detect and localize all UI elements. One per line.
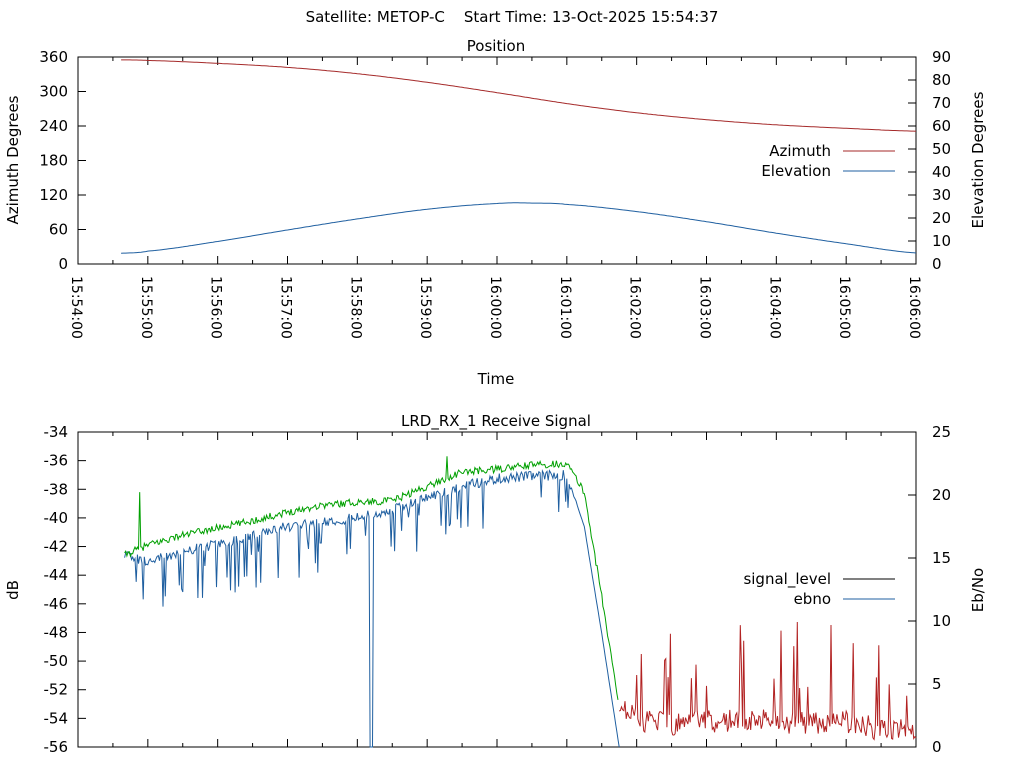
position-y2-tick-label: 70 (932, 94, 951, 112)
position-y-tick-label: 120 (39, 186, 68, 204)
position-y-tick-label: 60 (49, 221, 68, 239)
position-legend-label: Azimuth (769, 142, 831, 160)
signal-y2-tick-label: 10 (932, 612, 951, 630)
signal-y-tick-label: -44 (44, 566, 69, 584)
position-y2-tick-label: 20 (932, 209, 951, 227)
position-chart: Position Azimuth Degrees Elevation Degre… (4, 37, 987, 388)
signal-y-tick-label: -52 (44, 681, 69, 699)
position-x-tick-label: 15:54:00 (68, 276, 84, 339)
position-y-tick-label: 240 (39, 117, 68, 135)
signal-y-tick-label: -38 (44, 480, 69, 498)
position-y2-tick-label: 30 (932, 186, 951, 204)
position-y2-tick-label: 0 (932, 255, 942, 273)
receive-signal-series (124, 456, 917, 748)
position-x-tick-label: 15:56:00 (208, 276, 224, 339)
position-y2-tick-label: 50 (932, 140, 951, 158)
position-x-tick-label: 16:06:00 (906, 276, 922, 339)
signal-y2-tick-label: 5 (932, 675, 942, 693)
position-x-tick-label: 16:01:00 (557, 276, 573, 339)
signal-level-noise-line (619, 621, 917, 741)
position-legend: Azimuth Elevation (761, 142, 895, 180)
signal-y2-tick-label: 15 (932, 549, 951, 567)
position-x-tick-label: 16:03:00 (697, 276, 713, 339)
position-y-axis-label: Azimuth Degrees (4, 95, 22, 224)
position-y2-tick-label: 80 (932, 71, 951, 89)
signal-y2-tick-label: 20 (932, 486, 951, 504)
position-y2-axis-label: Elevation Degrees (969, 91, 987, 228)
position-series (121, 59, 917, 254)
position-series-line-azimuth (121, 59, 917, 132)
position-y2-tick-label: 40 (932, 163, 951, 181)
position-series-line-elevation (121, 202, 917, 254)
receive-signal-axis-ticks: -34 -36 -38 -40 -42 -44 -46 -48 -50 -52 -54 -56 0 5 10… (44, 423, 952, 756)
receive-signal-chart-title: LRD_RX_1 Receive Signal (401, 412, 591, 431)
position-legend-label: Elevation (761, 162, 831, 180)
position-x-axis-label: Time (477, 370, 515, 388)
position-y2-tick-label: 60 (932, 117, 951, 135)
signal-y-tick-label: -54 (44, 709, 69, 727)
signal-legend-label: ebno (794, 590, 831, 608)
signal-y-tick-label: -46 (44, 595, 69, 613)
ebno-series-line (124, 469, 620, 748)
position-x-tick-label: 15:58:00 (347, 276, 363, 339)
position-x-tick-label: 16:05:00 (836, 276, 852, 339)
receive-signal-y-axis-label: dB (4, 580, 22, 600)
position-x-tick-label: 15:55:00 (138, 276, 154, 339)
position-y2-tick-label: 10 (932, 232, 951, 250)
signal-y-tick-label: -56 (44, 738, 69, 756)
signal-legend-label: signal_level (743, 570, 831, 589)
signal-y-tick-label: -50 (44, 652, 69, 670)
signal-y-tick-label: -34 (44, 423, 69, 441)
position-axis-ticks: 15:54:00 15:55:00 15:56:00 15:57:00 15:58:00… (39, 48, 951, 339)
position-y-tick-label: 300 (39, 83, 68, 101)
position-x-tick-label: 16:04:00 (766, 276, 782, 339)
signal-y-tick-label: -48 (44, 623, 69, 641)
position-x-tick-label: 16:02:00 (627, 276, 643, 339)
position-y2-tick-label: 90 (932, 48, 951, 66)
position-y-tick-label: 180 (39, 152, 68, 170)
signal-y2-tick-label: 25 (932, 423, 951, 441)
signal-y-tick-label: -42 (44, 538, 69, 556)
receive-signal-chart: LRD_RX_1 Receive Signal dB Eb/No -34-36-… (4, 412, 987, 756)
position-x-tick-label: 15:57:00 (278, 276, 294, 339)
signal-level-locked-line (124, 456, 619, 700)
position-chart-title: Position (467, 37, 525, 55)
position-y-tick-label: 0 (58, 255, 68, 273)
position-x-tick-label: 16:00:00 (487, 276, 503, 339)
signal-y-tick-label: -36 (44, 452, 69, 470)
position-y-tick-label: 360 (39, 48, 68, 66)
receive-signal-y2-axis-label: Eb/No (969, 568, 987, 612)
chart-header: Satellite: METOP-C Start Time: 13-Oct-20… (306, 8, 719, 26)
signal-y2-tick-label: 0 (932, 738, 942, 756)
signal-y-tick-label: -40 (44, 509, 69, 527)
position-x-tick-label: 15:59:00 (417, 276, 433, 339)
